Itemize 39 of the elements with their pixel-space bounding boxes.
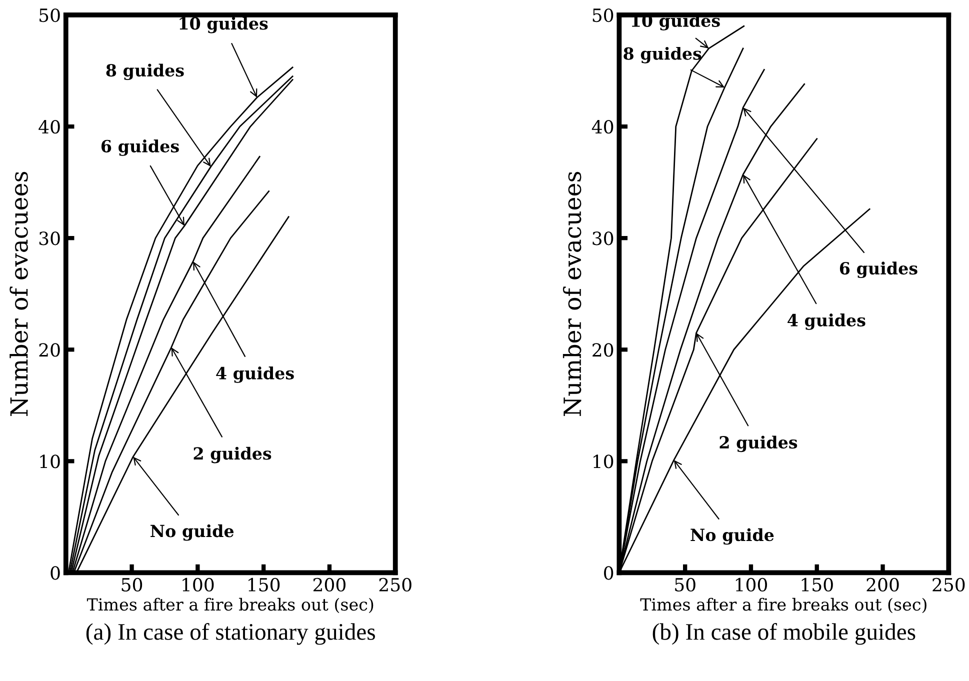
y-tick-label: 30 (592, 232, 614, 246)
x-tick-label: 50 (122, 578, 142, 592)
annotation: 8 guides (624, 46, 702, 64)
y-tick-label: 20 (39, 343, 60, 357)
y-tick-label: 40 (38, 120, 60, 134)
x-axis-title: Times after a fire breaks out (sec) (640, 598, 926, 614)
x-tick-label: 50 (675, 578, 696, 592)
x-tick-label: 100 (736, 578, 768, 592)
y-tick-label: 50 (40, 8, 60, 22)
x-tick-label: 150 (802, 578, 833, 592)
y-tick-label: 10 (40, 454, 60, 468)
annotation: No guide (150, 524, 234, 541)
y-tick-label: 40 (592, 120, 614, 134)
x-tick-label: 250 (379, 578, 412, 592)
annotation: 6 guides (102, 140, 179, 156)
x-axis-title: Times after a fire breaks out (sec) (86, 598, 374, 614)
x-tick-label: 200 (313, 578, 346, 592)
y-tick-label: 50 (592, 8, 614, 22)
y-tick-label: 0 (50, 566, 60, 580)
x-tick-label: 250 (932, 578, 965, 592)
text: (b) In case of mobile guides (652, 623, 916, 645)
annotation: No guide (690, 528, 774, 545)
y-tick-label: 20 (592, 343, 614, 357)
x-tick-label: 150 (248, 578, 280, 592)
y-tick-label: 10 (594, 454, 614, 468)
text: (a) In case of stationary guides (86, 623, 375, 645)
y-tick-label: 0 (604, 566, 614, 580)
annotation: 2 guides (720, 436, 798, 452)
annotation: 6 guides (840, 262, 918, 278)
x-tick-label: 100 (182, 578, 214, 592)
annotation: 2 guides (194, 446, 272, 464)
annotation: 4 guides (216, 366, 294, 383)
annotation: 4 guides (788, 314, 866, 330)
y-axis-title: Number of evacuees (10, 172, 28, 416)
x-tick-label: 200 (866, 578, 899, 592)
y-axis-title: Number of evacuees (562, 172, 582, 416)
y-tick-label: 30 (39, 232, 60, 246)
annotation: 10 guides (180, 16, 268, 34)
annotation: 8 guides (106, 64, 184, 80)
